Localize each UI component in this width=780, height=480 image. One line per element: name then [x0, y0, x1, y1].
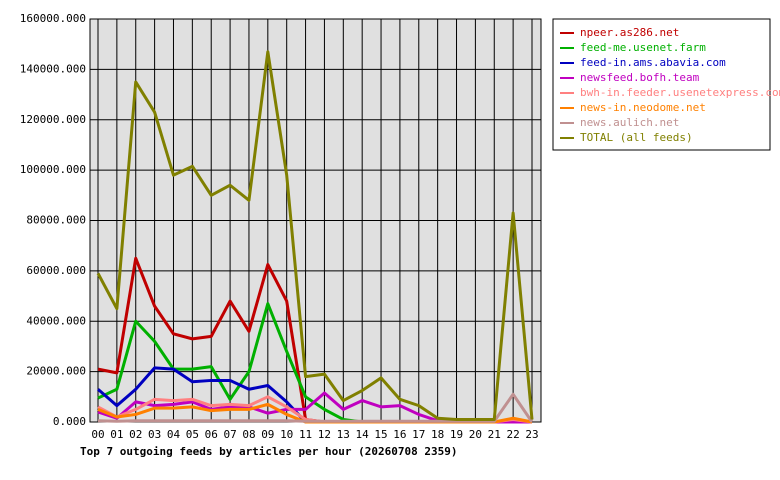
x-tick-label: 19 [450, 428, 463, 441]
y-tick-label: 120000.000 [20, 113, 86, 126]
x-tick-label: 17 [412, 428, 425, 441]
legend-label: news-in.neodome.net [580, 101, 706, 114]
x-tick-label: 15 [374, 428, 387, 441]
x-tick-label: 10 [280, 428, 293, 441]
legend-label: newsfeed.bofh.team [580, 71, 700, 84]
series-line [97, 392, 534, 423]
x-tick-label: 00 [91, 428, 104, 441]
y-tick-label: 60000.000 [26, 264, 86, 277]
x-tick-label: 13 [337, 428, 350, 441]
legend [552, 18, 771, 151]
x-tick-label: 09 [261, 428, 274, 441]
x-tick-label: 03 [148, 428, 161, 441]
x-tick-label: 16 [393, 428, 406, 441]
x-tick-label: 20 [469, 428, 482, 441]
x-tick-label: 04 [167, 428, 181, 441]
y-tick-label: 0.000 [53, 415, 86, 428]
x-tick-label: 01 [110, 428, 123, 441]
x-tick-label: 18 [431, 428, 444, 441]
x-tick-label: 12 [318, 428, 331, 441]
y-tick-label: 160000.000 [20, 12, 86, 25]
series-line [96, 50, 534, 421]
x-tick-label: 07 [223, 428, 236, 441]
x-tick-label: 22 [507, 428, 520, 441]
x-tick-label: 23 [525, 428, 538, 441]
legend-label: bwh-in.feeder.usenetexpress.com [580, 86, 780, 99]
x-tick-label: 05 [186, 428, 199, 441]
legend-label: npeer.as286.net [580, 26, 679, 39]
legend-label: TOTAL (all feeds) [580, 131, 693, 144]
x-tick-label: 06 [205, 428, 218, 441]
y-tick-label: 40000.000 [26, 314, 86, 327]
legend-label: news.aulich.net [580, 116, 679, 129]
y-tick-label: 80000.000 [26, 214, 86, 227]
legend-label: feed-me.usenet.farm [580, 41, 706, 54]
y-tick-label: 100000.000 [20, 163, 86, 176]
legend-label: feed-in.ams.abavia.com [580, 56, 726, 69]
y-tick-label: 20000.000 [26, 365, 86, 378]
x-tick-label: 11 [299, 428, 312, 441]
chart-title: Top 7 outgoing feeds by articles per hou… [80, 445, 458, 458]
x-tick-label: 14 [356, 428, 370, 441]
y-tick-label: 140000.000 [20, 62, 86, 75]
x-tick-label: 21 [488, 428, 501, 441]
x-tick-label: 02 [129, 428, 142, 441]
x-tick-label: 08 [242, 428, 255, 441]
